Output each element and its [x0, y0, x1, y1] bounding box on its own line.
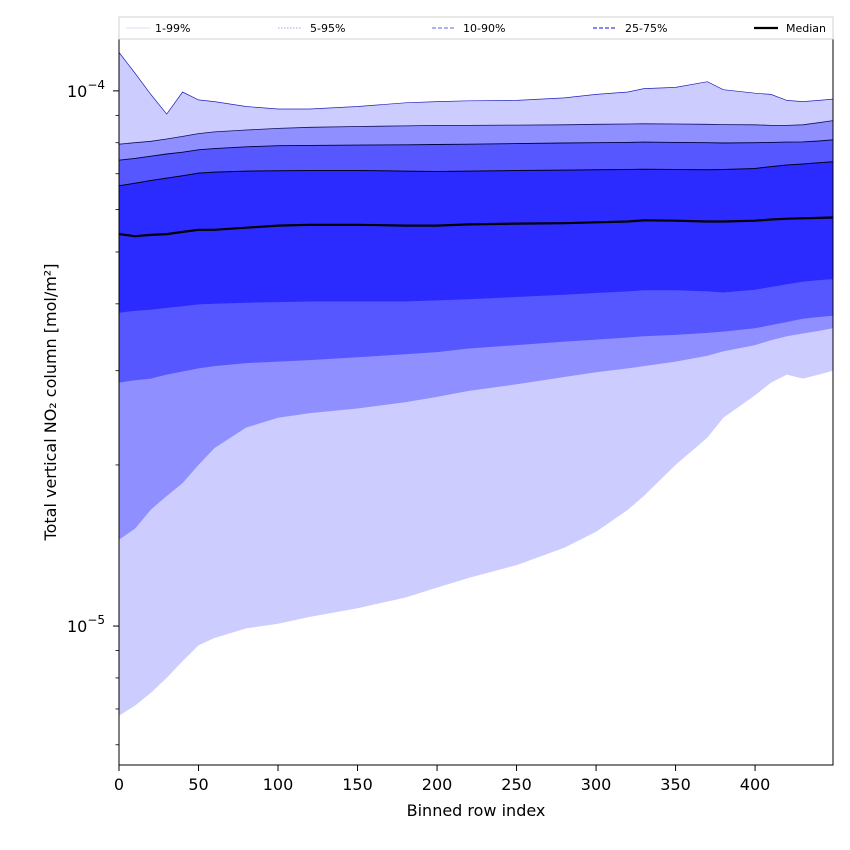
y-tick-exponent: −4 — [87, 78, 105, 92]
x-tick-label: 50 — [188, 775, 208, 794]
x-tick-label: 400 — [740, 775, 771, 794]
line-p90 — [119, 139, 833, 161]
band-25-75 — [119, 161, 833, 313]
y-axis: 10−4 10−5 — [67, 78, 119, 746]
x-tick-label: 150 — [342, 775, 373, 794]
x-axis-label: Binned row index — [407, 801, 546, 820]
legend-label: Median — [786, 22, 826, 35]
legend-label: 25-75% — [625, 22, 667, 35]
y-tick-exponent: −5 — [87, 613, 105, 627]
legend-label: 10-90% — [463, 22, 505, 35]
line-p95 — [119, 120, 833, 145]
line-median — [119, 216, 833, 238]
x-axis: 0 50 100 150 200 250 300 350 400 — [114, 765, 770, 794]
x-tick-label: 100 — [263, 775, 294, 794]
x-tick-label: 200 — [422, 775, 453, 794]
x-tick-label: 350 — [660, 775, 691, 794]
legend-label: 5-95% — [310, 22, 345, 35]
legend-frame — [118, 16, 834, 40]
plot-area — [119, 52, 833, 716]
y-axis-label: Total vertical NO₂ column [mol/m²] — [41, 264, 60, 542]
y-tick-label: 10−4 — [67, 78, 105, 101]
line-p75 — [119, 161, 833, 187]
line-p99 — [119, 52, 833, 115]
legend-label: 1-99% — [155, 22, 190, 35]
x-tick-label: 0 — [114, 775, 124, 794]
x-tick-label: 250 — [501, 775, 532, 794]
x-tick-label: 300 — [581, 775, 612, 794]
legend: 1-99% 5-95% 10-90% 25-75% Median — [118, 16, 834, 40]
y-tick-label: 10−5 — [67, 613, 105, 636]
